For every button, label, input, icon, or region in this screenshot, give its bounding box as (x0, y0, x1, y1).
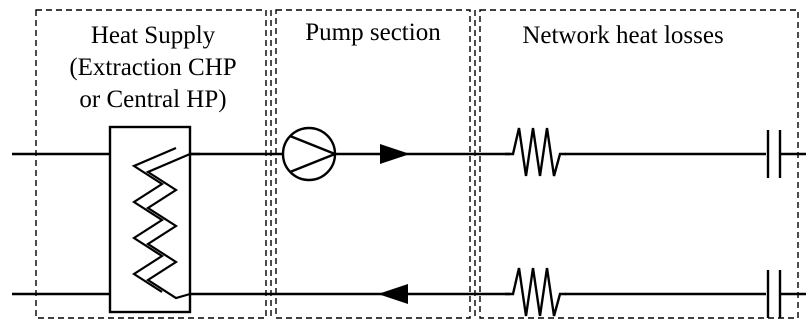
pump-icon (281, 126, 337, 182)
pump-section-label-text: Pump section (305, 19, 441, 46)
heat-supply-label: Heat Supply (Extraction CHP or Central H… (48, 20, 258, 116)
resistor-icon (505, 127, 566, 317)
heat-supply-label-line-1: Heat Supply (90, 22, 216, 49)
heat-supply-label-line-3: or Central HP) (79, 86, 227, 113)
pump-section-label: Pump section (278, 17, 468, 49)
supply-resistor-icon (505, 127, 566, 177)
network-heat-losses-label-text: Network heat losses (522, 22, 724, 49)
heat-supply-section-box (35, 9, 267, 319)
supply-arrow-icon (380, 144, 410, 164)
losses-section-box (479, 9, 799, 319)
flow-arrow-icon (378, 144, 410, 304)
pump-section-box (275, 9, 471, 319)
return-resistor-icon (505, 267, 566, 317)
heat-supply-label-line-2: (Extraction CHP (69, 54, 237, 81)
heat-exchanger-icon (108, 125, 200, 314)
return-arrow-icon (378, 284, 408, 304)
section-boxes (35, 9, 799, 319)
network-heat-losses-label: Network heat losses (488, 20, 758, 52)
capacitor-icon (766, 130, 806, 318)
